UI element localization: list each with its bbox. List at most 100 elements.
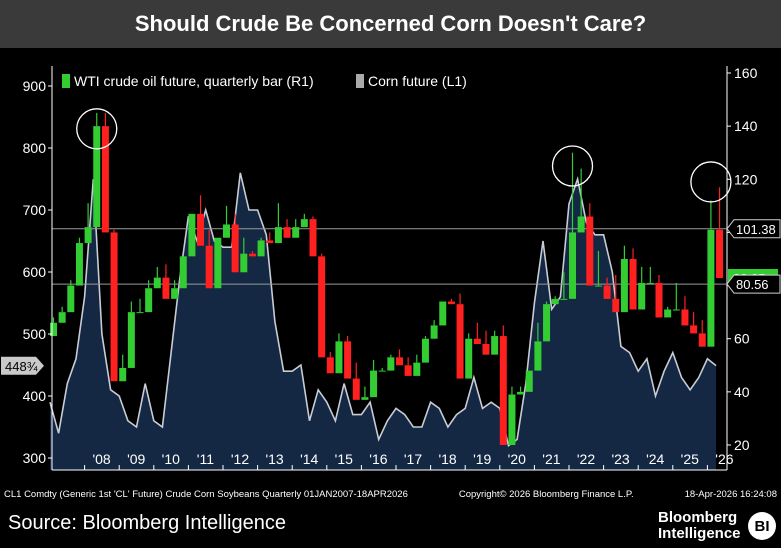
crude-bar [404, 365, 412, 376]
logo-line-1: Bloomberg [658, 509, 738, 526]
reference-tag-0 [726, 219, 781, 239]
x-tick-label: '24 [646, 451, 664, 467]
x-tick-label: '10 [162, 451, 180, 467]
legend-swatch-corn [356, 74, 364, 88]
crude-bar [396, 357, 403, 366]
x-tick-label: '14 [300, 451, 318, 467]
x-tick-label: '12 [231, 451, 249, 467]
crude-bar [162, 277, 170, 299]
crude-bar [214, 237, 222, 289]
x-tick-label: '21 [542, 451, 560, 467]
crude-bar [456, 304, 464, 379]
crude-bar [378, 370, 386, 372]
crude-bar [179, 256, 187, 289]
reference-label-0: 101.38 [736, 222, 776, 237]
chart-title: Should Crude Be Concerned Corn Doesn't C… [134, 11, 647, 36]
crude-bar [447, 301, 455, 305]
title-bar: Should Crude Be Concerned Corn Doesn't C… [0, 0, 781, 48]
x-tick-label: '11 [197, 451, 214, 467]
highlight-circle-2 [690, 161, 732, 203]
crude-bar [594, 285, 602, 287]
crude-bar [361, 397, 369, 400]
crude-bar [508, 394, 516, 445]
source-label: Source: Bloomberg Intelligence [8, 512, 286, 534]
crude-bar [283, 227, 291, 238]
crude-bar [370, 370, 378, 398]
crude-bar [465, 338, 473, 379]
x-tick-label: '23 [611, 451, 629, 467]
crude-bar [473, 338, 481, 345]
highlight-circle-0 [76, 108, 118, 150]
crude-bar [698, 333, 706, 347]
crude-bar [525, 370, 533, 392]
x-tick-label: '18 [438, 451, 456, 467]
reference-tag-1 [726, 274, 781, 294]
footnote: CL1 Comdty (Generic 1st 'CL' Future) Cru… [4, 489, 777, 500]
crude-bar [534, 341, 542, 371]
crude-bar [517, 391, 525, 395]
crude-bars-layer [50, 112, 724, 445]
crude-bar [586, 216, 594, 286]
crude-bar [413, 362, 421, 376]
x-tick-label: '13 [265, 451, 283, 467]
crude-bar [352, 378, 360, 400]
crude-bar [491, 336, 499, 355]
left-tick-label: 500 [23, 326, 47, 342]
right-tick-label: 120 [734, 171, 758, 187]
crude-bar [664, 309, 672, 318]
crude-bar [716, 229, 724, 278]
highlight-circle-1 [551, 145, 594, 187]
crude-bar [84, 227, 92, 244]
chart: 9008007006005004003001601401201008060402… [0, 60, 781, 480]
right-tick-label: 20 [734, 437, 750, 453]
crude-bar [577, 216, 585, 233]
crude-bar [266, 240, 274, 244]
footnote-left: CL1 Comdty (Generic 1st 'CL' Future) Cru… [4, 489, 408, 500]
crude-bar [543, 304, 551, 342]
reference-label-1: 80.56 [736, 277, 769, 292]
legend: WTI crude oil future, quarterly bar (R1)… [56, 68, 482, 94]
left-tick-label: 800 [23, 140, 47, 156]
crude-bar [612, 298, 620, 313]
left-tick-label: 900 [23, 78, 47, 94]
footnote-right: 18-Apr-2026 16:24:08 [684, 489, 777, 500]
crude-bar [681, 309, 689, 326]
crude-bar [93, 126, 101, 228]
right-tick-label: 40 [734, 384, 750, 400]
crude-bar [127, 312, 135, 368]
corn-last-value-tag [1, 356, 44, 375]
crude-bar [300, 219, 308, 228]
crude-bar [326, 357, 334, 374]
crude-bar [75, 243, 83, 286]
crude-bar [569, 232, 576, 299]
x-tick-label: '26 [715, 451, 733, 467]
axes-layer: 9008007006005004003001601401201008060402… [1, 65, 781, 471]
crude-bar [672, 309, 680, 311]
crude-bar [58, 312, 66, 323]
crude-bar [430, 325, 438, 339]
x-tick-label: '17 [404, 451, 422, 467]
x-tick-label: '16 [369, 451, 387, 467]
right-tick-label: 60 [734, 331, 750, 347]
crude-bar [240, 253, 248, 273]
x-tick-label: '22 [577, 451, 595, 467]
crude-bar [421, 338, 429, 363]
crude-bar [67, 285, 75, 313]
left-tick-label: 300 [23, 450, 47, 466]
logo-line-2: Intelligence [658, 525, 741, 542]
bi-logo-icon: BI [748, 512, 776, 540]
crude-bar [231, 224, 239, 273]
crude-bar [248, 253, 256, 257]
crude-bar [119, 367, 127, 382]
crude-bar [309, 219, 317, 257]
crude-bar [136, 312, 144, 314]
crude-bar [707, 229, 715, 347]
crude-bar [318, 256, 326, 358]
crude-bar [629, 259, 637, 310]
legend-background [56, 68, 482, 94]
crude-bar [560, 298, 568, 300]
crude-bar [620, 259, 628, 313]
crude-bar [50, 322, 57, 337]
corn-last-value-label: 448¾ [5, 359, 38, 374]
crude-bar [482, 344, 490, 355]
